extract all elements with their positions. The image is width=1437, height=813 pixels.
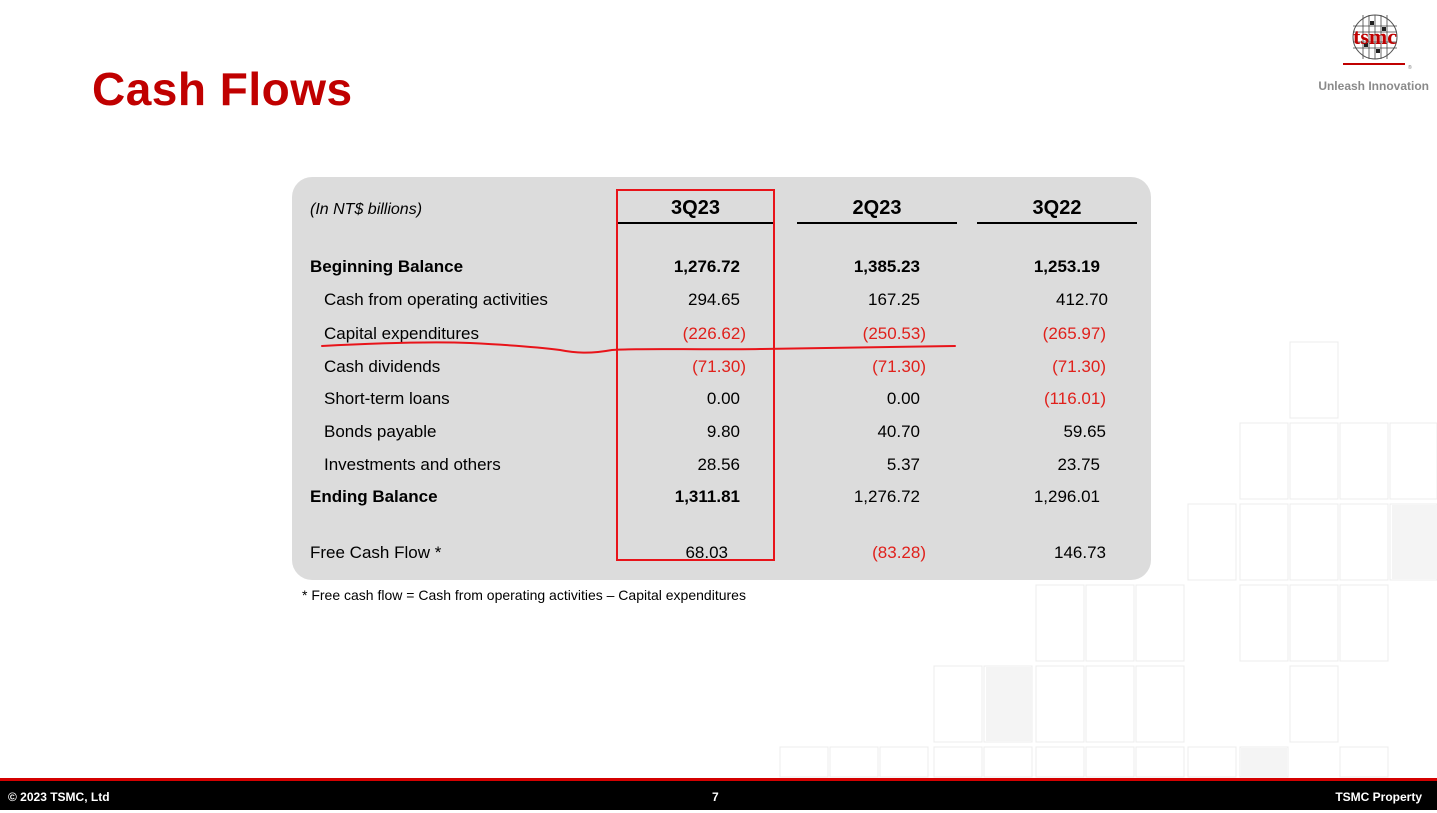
footnote: * Free cash flow = Cash from operating a… <box>302 587 746 603</box>
footer-bar: © 2023 TSMC, Ltd 7 TSMC Property <box>0 781 1437 810</box>
cell-fcf-2q23: (83.28) <box>872 543 926 562</box>
cell-dividends-2q23: (71.30) <box>872 357 926 376</box>
row-label-short-term-loans: Short-term loans <box>324 389 450 408</box>
row-label-investments: Investments and others <box>324 455 501 474</box>
cell-ending-2q23: 1,276.72 <box>853 487 920 506</box>
footer-property: TSMC Property <box>1335 790 1422 804</box>
cell-operating-2q23: 167.25 <box>868 290 920 309</box>
cash-flow-table-panel <box>292 177 1151 580</box>
row-label-beginning-balance: Beginning Balance <box>310 257 464 276</box>
cell-capex-2q23: (250.53) <box>862 324 926 343</box>
row-label-operating: Cash from operating activities <box>324 290 548 309</box>
cell-dividends-3q22: (71.30) <box>1052 357 1106 376</box>
tsmc-logo: tsmc ® <box>1343 14 1412 71</box>
cell-bonds-3q22: 59.65 <box>1063 422 1106 441</box>
cell-fcf-3q23: 68.03 <box>685 543 728 562</box>
footer-accent-line <box>0 778 1437 781</box>
highlight-box-3q23 <box>616 189 775 561</box>
row-label-capex: Capital expenditures <box>324 324 479 343</box>
cell-bonds-3q23: 9.80 <box>706 422 740 441</box>
column-header-3q22: 3Q22 <box>977 197 1137 224</box>
row-label-dividends: Cash dividends <box>324 357 441 376</box>
column-header-2q23: 2Q23 <box>797 197 957 224</box>
cell-dividends-3q23: (71.30) <box>692 357 746 376</box>
row-label-free-cash-flow: Free Cash Flow * <box>310 543 442 562</box>
cell-ending-3q23: 1,311.81 <box>674 487 740 506</box>
slide-title: Cash Flows <box>92 63 353 115</box>
cell-investments-2q23: 5.37 <box>886 455 920 474</box>
cell-bonds-2q23: 40.70 <box>877 422 920 441</box>
cell-beginning-3q23: 1,276.72 <box>673 257 740 276</box>
row-label-bonds: Bonds payable <box>324 422 437 441</box>
logo-wordmark: tsmc <box>1353 24 1397 49</box>
units-label: (In NT$ billions) <box>310 201 423 218</box>
footer-copyright: © 2023 TSMC, Ltd <box>8 790 110 804</box>
cell-ending-3q22: 1,296.01 <box>1033 487 1100 506</box>
column-header-3q23: 3Q23 <box>617 197 774 224</box>
cell-operating-3q22: 412.70 <box>1056 290 1108 309</box>
cell-operating-3q23: 294.65 <box>688 290 740 309</box>
tagline: Unleash Innovation <box>1318 79 1429 93</box>
cell-capex-3q22: (265.97) <box>1042 324 1106 343</box>
cell-loans-3q23: 0.00 <box>706 389 740 408</box>
cell-investments-3q22: 23.75 <box>1057 455 1100 474</box>
cell-loans-3q22: (116.01) <box>1043 389 1106 408</box>
cell-capex-3q23: (226.62) <box>682 324 746 343</box>
cell-investments-3q23: 28.56 <box>697 455 740 474</box>
cell-loans-2q23: 0.00 <box>886 389 920 408</box>
cell-beginning-2q23: 1,385.23 <box>853 257 920 276</box>
cell-fcf-3q22: 146.73 <box>1054 543 1106 562</box>
cell-beginning-3q22: 1,253.19 <box>1033 257 1100 276</box>
page-number: 7 <box>712 790 719 804</box>
row-label-ending-balance: Ending Balance <box>310 487 438 506</box>
svg-text:®: ® <box>1408 64 1412 71</box>
